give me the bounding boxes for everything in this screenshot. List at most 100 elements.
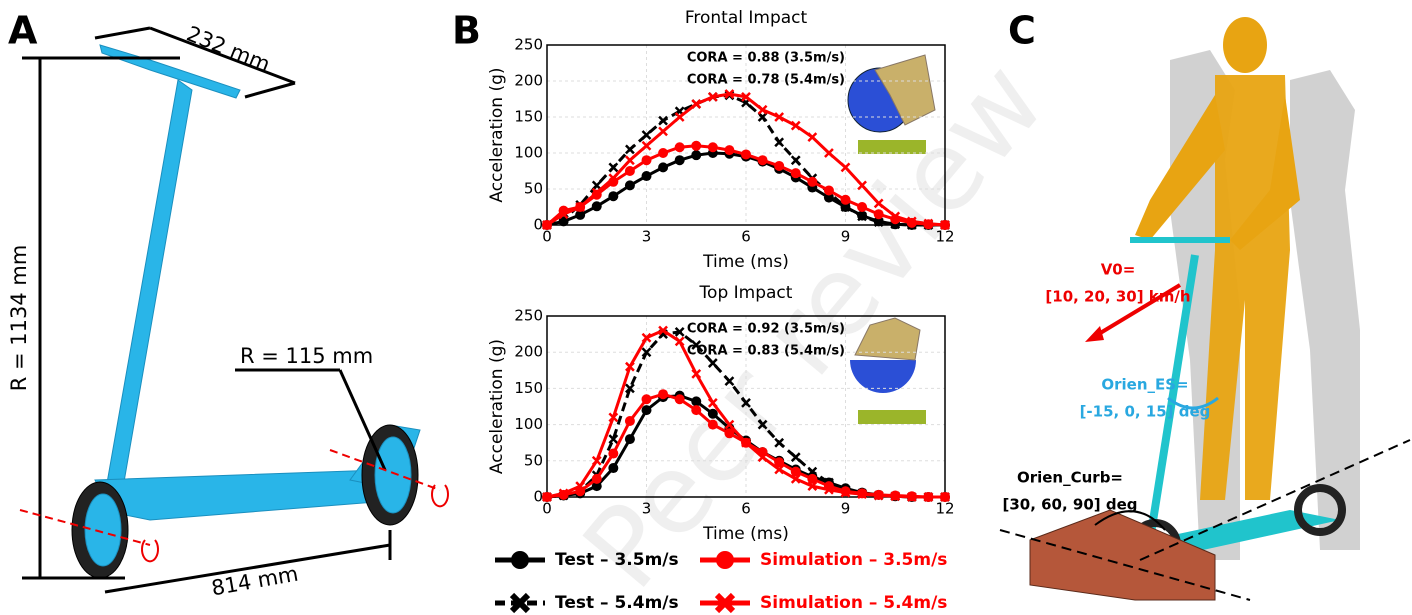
marker (741, 91, 751, 102)
y-tick-label: 200 (514, 72, 543, 90)
marker (691, 396, 702, 407)
marker (691, 369, 702, 379)
x-tick-label: 12 (935, 500, 954, 518)
marker (741, 397, 751, 408)
marker (790, 168, 801, 179)
marker (625, 361, 635, 372)
y-tick-label: 100 (514, 144, 543, 162)
dimension-lines-a (19, 26, 449, 594)
marker (691, 99, 702, 109)
marker (857, 211, 867, 222)
marker (724, 428, 735, 439)
marker (707, 397, 718, 408)
marker (674, 155, 685, 166)
marker (591, 201, 602, 212)
legend-label: Simulation – 3.5m/s (760, 550, 947, 570)
marker (641, 130, 652, 140)
marker (890, 211, 901, 222)
marker (624, 434, 635, 445)
marker (807, 473, 818, 484)
marker (774, 464, 785, 475)
marker (658, 389, 669, 400)
x-tick-label: 0 (542, 500, 552, 518)
marker (873, 209, 884, 220)
marker (724, 419, 735, 430)
annotation: [10, 20, 30] km/h (1045, 288, 1190, 306)
marker (624, 415, 635, 426)
x-tick-label: 6 (741, 228, 751, 246)
marker (625, 383, 635, 394)
x-tick-label: 9 (841, 500, 851, 518)
marker (608, 162, 619, 173)
marker (641, 155, 652, 166)
scooter-a (71, 44, 421, 579)
marker (641, 332, 652, 343)
marker (641, 394, 652, 405)
x-axis-label: Time (ms) (702, 252, 789, 272)
marker (774, 137, 785, 148)
marker (774, 112, 785, 122)
marker (674, 142, 685, 153)
annotation: Orien_Curb= (1017, 469, 1123, 487)
marker (591, 481, 602, 492)
marker (674, 336, 685, 347)
marker (923, 492, 934, 502)
y-tick-label: 250 (514, 307, 543, 325)
marker (807, 132, 818, 143)
legend-label: Simulation – 5.4m/s (760, 593, 947, 613)
marker (641, 140, 652, 151)
y-tick-label: 150 (514, 108, 543, 126)
marker (873, 490, 884, 501)
x-tick-label: 12 (935, 228, 954, 246)
marker (575, 209, 586, 220)
marker (757, 104, 768, 115)
marker (658, 126, 668, 137)
marker (790, 466, 801, 477)
marker (840, 487, 851, 498)
marker (658, 115, 668, 126)
marker (724, 89, 735, 99)
dimension-label: R = 115 mm (240, 344, 373, 368)
marker (674, 394, 685, 405)
annotation: [-15, 0, 15] deg (1080, 403, 1211, 421)
marker (790, 120, 801, 131)
marker (674, 112, 685, 122)
marker (575, 202, 586, 212)
plot-frame (546, 44, 946, 226)
marker (658, 148, 669, 158)
marker (674, 327, 685, 337)
marker (840, 162, 851, 173)
marker (906, 492, 917, 502)
marker (790, 474, 801, 484)
annotation: Orien_ES= (1101, 376, 1188, 394)
y-axis-label: Acceleration (g) (487, 339, 507, 474)
marker (707, 91, 718, 102)
annotation: CORA = 0.83 (5.4m/s) (687, 344, 845, 359)
x-axis-label: Time (ms) (702, 524, 789, 544)
marker (774, 160, 785, 171)
annotation: V0= (1101, 261, 1136, 279)
head-inset (847, 54, 936, 424)
marker (824, 484, 834, 495)
dimension-label: R = 1134 mm (7, 245, 31, 392)
marker (741, 149, 751, 160)
y-tick-label: 0 (533, 216, 543, 234)
marker (591, 187, 602, 198)
marker (707, 419, 718, 430)
panel-label: A (8, 9, 38, 53)
marker (807, 481, 818, 492)
marker (840, 194, 851, 205)
y-tick-label: 50 (524, 180, 543, 198)
marker (707, 142, 718, 153)
marker (625, 144, 635, 155)
chart-title: Top Impact (699, 283, 793, 303)
marker (558, 209, 569, 220)
marker (608, 191, 619, 202)
panel-label: B (452, 9, 481, 53)
marker (857, 180, 867, 191)
x-tick-label: 3 (642, 500, 652, 518)
marker (807, 176, 818, 187)
legend-label: Test – 3.5m/s (555, 550, 679, 570)
